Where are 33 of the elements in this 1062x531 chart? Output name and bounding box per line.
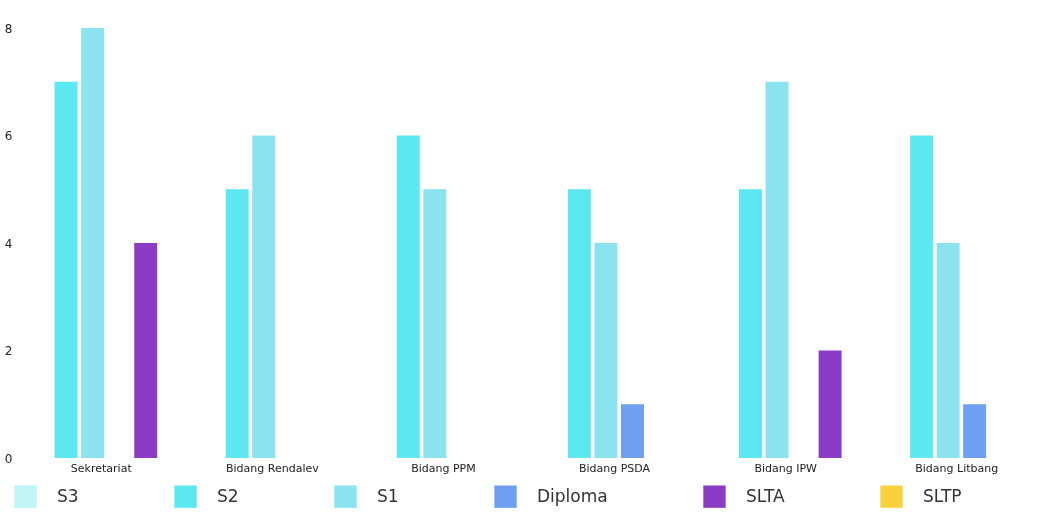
y-tick-label: 4 xyxy=(4,236,13,251)
bar xyxy=(423,189,447,458)
bar xyxy=(910,135,934,458)
legend-label: Diploma xyxy=(537,485,608,506)
legend-label: SLTA xyxy=(746,485,785,506)
legend-label: SLTP xyxy=(923,485,962,506)
bar xyxy=(620,404,644,458)
y-tick-label: 8 xyxy=(4,21,13,36)
y-tick-label: 6 xyxy=(4,129,13,143)
bar xyxy=(396,135,420,458)
x-tick-label: Bidang PSDA xyxy=(578,461,651,475)
x-tick-label: Bidang PPM xyxy=(411,461,476,475)
x-tick-label: Sekretariat xyxy=(70,461,133,475)
bar xyxy=(738,189,762,458)
legend-label: S2 xyxy=(217,485,239,506)
y-tick-label: 2 xyxy=(4,344,13,358)
y-tick-label: 0 xyxy=(4,451,13,466)
bar xyxy=(594,243,618,458)
x-tick-label: Bidang Rendalev xyxy=(225,461,320,475)
bar xyxy=(567,189,591,458)
bar xyxy=(134,243,158,458)
bar xyxy=(54,81,78,458)
legend-label: S3 xyxy=(57,485,79,506)
x-tick-label: Bidang IPW xyxy=(754,461,818,475)
x-tick-label: Bidang Litbang xyxy=(915,461,999,475)
bar xyxy=(765,81,789,458)
bar xyxy=(225,189,249,458)
bar xyxy=(252,135,276,458)
bar xyxy=(936,243,960,458)
legend-label: S1 xyxy=(377,485,399,506)
bar xyxy=(81,28,105,458)
bar xyxy=(818,350,842,458)
bar xyxy=(963,404,987,458)
